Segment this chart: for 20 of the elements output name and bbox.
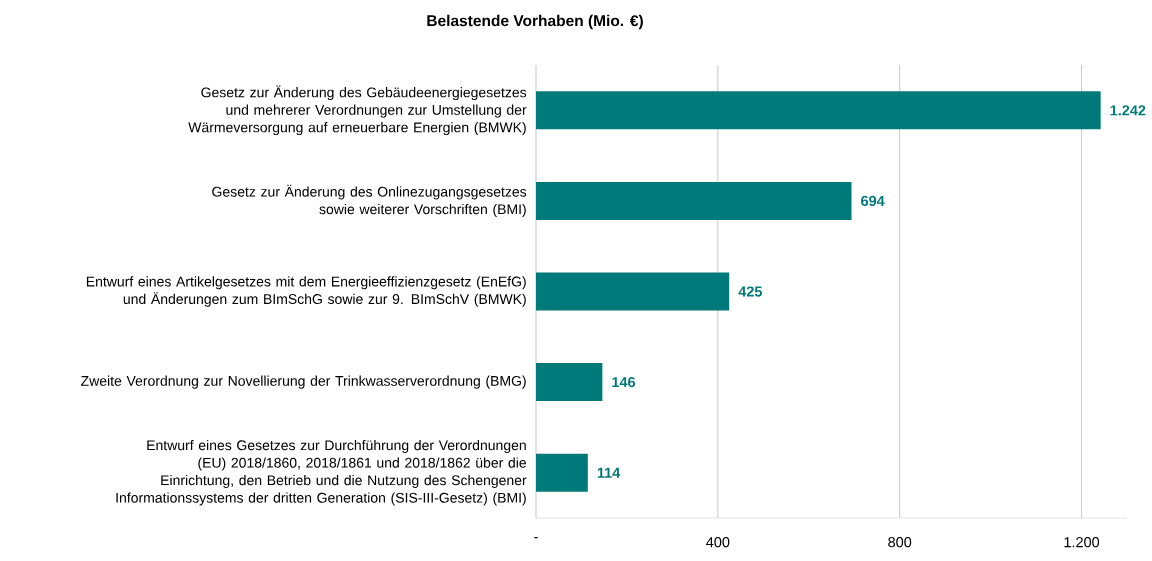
- y-tick-label: Gesetz zur Änderung des Onlinezugangsgesetzes sowie weiterer Vorschriften (BMI): [212, 184, 527, 217]
- data-label: 146: [612, 376, 636, 388]
- x-tick-label: 800: [888, 537, 912, 548]
- y-tick-label: Gesetz zur Änderung des Gebäudeenergiegesetzes und mehrerer Verordnungen zur Umstellung der Wärmeversorgung auf erneuerbare Energien (BMWK): [188, 85, 527, 136]
- bar: [536, 453, 588, 492]
- y-tick-label: Zweite Verordnung zur Novellierung der Trinkwasserverordnung (BMG): [81, 375, 526, 389]
- data-label: 114: [597, 467, 621, 478]
- x-tick-label: 1.200: [1064, 537, 1100, 548]
- chart-title: Belastende Vorhaben (Mio. €): [427, 14, 643, 30]
- bar: [536, 363, 603, 402]
- y-tick-label: Entwurf eines Gesetzes zur Durchführung der Verordnungen (EU) 2018/1860, 2018/1861 und 2018/1862 über die Einrichtung, den Betrieb und die Nutzung des Schengener Informationssystems der dritten Generation (SIS-III-Gesetz) (BMI): [116, 439, 527, 506]
- bar: [536, 91, 1101, 130]
- bar: [536, 272, 730, 311]
- x-tick-label: -: [534, 537, 538, 539]
- bar: [536, 181, 852, 220]
- x-tick-label: 400: [706, 537, 730, 548]
- data-label: 694: [861, 195, 885, 207]
- y-tick-label: Entwurf eines Artikelgesetzes mit dem Energieeffizienzgesetz (EnEfG) und Änderungen zum BImSchG sowie zur 9. BImSchV (BMWK): [86, 276, 526, 307]
- data-label: 425: [738, 286, 763, 297]
- data-label: 1.242: [1110, 105, 1146, 116]
